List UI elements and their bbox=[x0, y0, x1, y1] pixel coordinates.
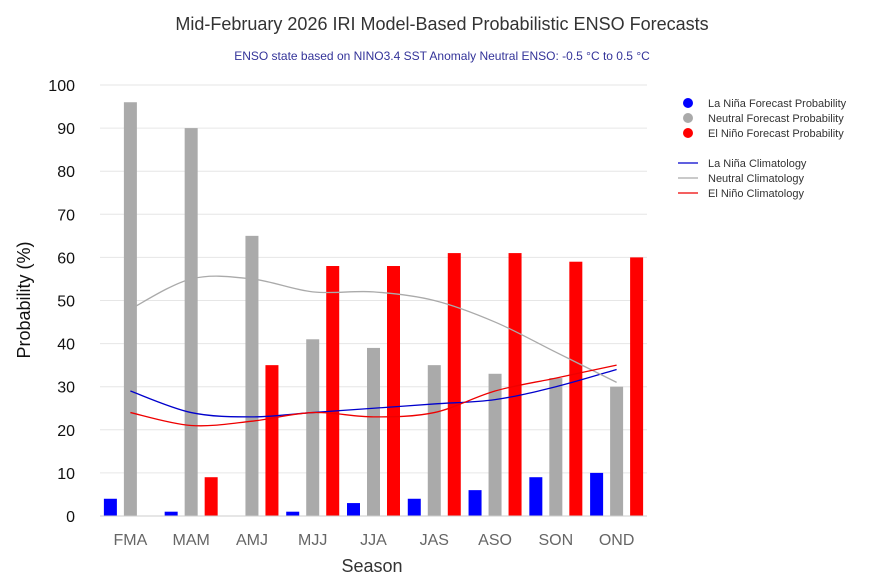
legend-marker bbox=[683, 98, 693, 108]
x-tick-label: SON bbox=[538, 532, 573, 549]
bar-la-nina bbox=[407, 498, 421, 516]
x-axis-ticks: FMA MAM AMJ MJJ JJA JAS ASO SON OND bbox=[113, 532, 634, 549]
y-tick-label: 10 bbox=[57, 466, 75, 483]
y-tick-label: 90 bbox=[57, 121, 75, 138]
bar-la-nina bbox=[164, 511, 178, 516]
bar-neutral bbox=[306, 339, 320, 516]
bar-la-nina bbox=[286, 511, 300, 516]
bar-neutral bbox=[610, 386, 624, 516]
legend-marker bbox=[683, 128, 693, 138]
y-tick-label: 30 bbox=[57, 380, 75, 397]
bar-neutral bbox=[549, 378, 563, 516]
y-tick-label: 40 bbox=[57, 337, 75, 354]
x-tick-label: JAS bbox=[420, 532, 449, 549]
bar-la-nina bbox=[590, 472, 604, 516]
bar-el-nino bbox=[630, 257, 644, 516]
x-tick-label: AMJ bbox=[236, 532, 268, 549]
y-tick-label: 70 bbox=[57, 207, 75, 224]
neutral-climatology-line bbox=[130, 275, 617, 383]
bar-neutral bbox=[367, 347, 380, 516]
y-axis-title: Probability (%) bbox=[14, 241, 34, 358]
x-tick-label: MAM bbox=[173, 532, 210, 549]
x-axis-title: Season bbox=[341, 556, 402, 576]
y-tick-label: 100 bbox=[48, 78, 75, 95]
bar-neutral bbox=[184, 128, 198, 516]
x-tick-label: OND bbox=[599, 532, 635, 549]
legend-label: El Niño Climatology bbox=[708, 188, 804, 200]
bar-el-nino bbox=[508, 253, 522, 516]
bar-la-nina bbox=[468, 490, 482, 516]
y-tick-label: 0 bbox=[66, 509, 75, 526]
la-nina-climatology-line bbox=[130, 368, 617, 418]
x-tick-label: MJJ bbox=[298, 532, 327, 549]
bar-neutral bbox=[245, 235, 259, 516]
bar-el-nino bbox=[265, 365, 279, 516]
chart-subtitle: ENSO state based on NINO3.4 SST Anomaly … bbox=[234, 49, 650, 63]
y-tick-label: 50 bbox=[57, 294, 75, 311]
el-nino-climatology-line bbox=[130, 364, 617, 427]
bar-neutral bbox=[427, 365, 441, 516]
bar-la-nina bbox=[347, 503, 360, 516]
bar-el-nino bbox=[204, 477, 218, 516]
bar-la-nina bbox=[529, 477, 543, 516]
y-tick-label: 60 bbox=[57, 250, 75, 267]
y-tick-label: 20 bbox=[57, 423, 75, 440]
bar-neutral bbox=[488, 373, 502, 516]
chart-title: Mid-February 2026 IRI Model-Based Probab… bbox=[175, 14, 708, 34]
bar-el-nino bbox=[569, 261, 583, 516]
legend-label: La Niña Forecast Probability bbox=[708, 98, 847, 110]
legend-marker bbox=[683, 113, 693, 123]
bar-series bbox=[103, 102, 644, 517]
bar-el-nino bbox=[326, 266, 340, 516]
legend-label: Neutral Forecast Probability bbox=[708, 113, 844, 125]
x-tick-label: FMA bbox=[113, 532, 147, 549]
bar-el-nino bbox=[387, 266, 400, 516]
bar-el-nino bbox=[447, 253, 461, 516]
legend: La Niña Forecast Probability Neutral Fore… bbox=[678, 98, 847, 200]
legend-label: Neutral Climatology bbox=[708, 173, 804, 185]
legend-label: El Niño Forecast Probability bbox=[708, 128, 844, 140]
y-tick-label: 80 bbox=[57, 164, 75, 181]
climatology-lines bbox=[130, 275, 617, 427]
x-tick-label: ASO bbox=[478, 532, 512, 549]
bar-la-nina bbox=[103, 498, 117, 516]
legend-label: La Niña Climatology bbox=[708, 158, 807, 170]
y-axis-ticks: 0 10 20 30 40 50 60 70 80 90 100 bbox=[48, 78, 75, 526]
x-tick-label: JJA bbox=[360, 532, 387, 549]
